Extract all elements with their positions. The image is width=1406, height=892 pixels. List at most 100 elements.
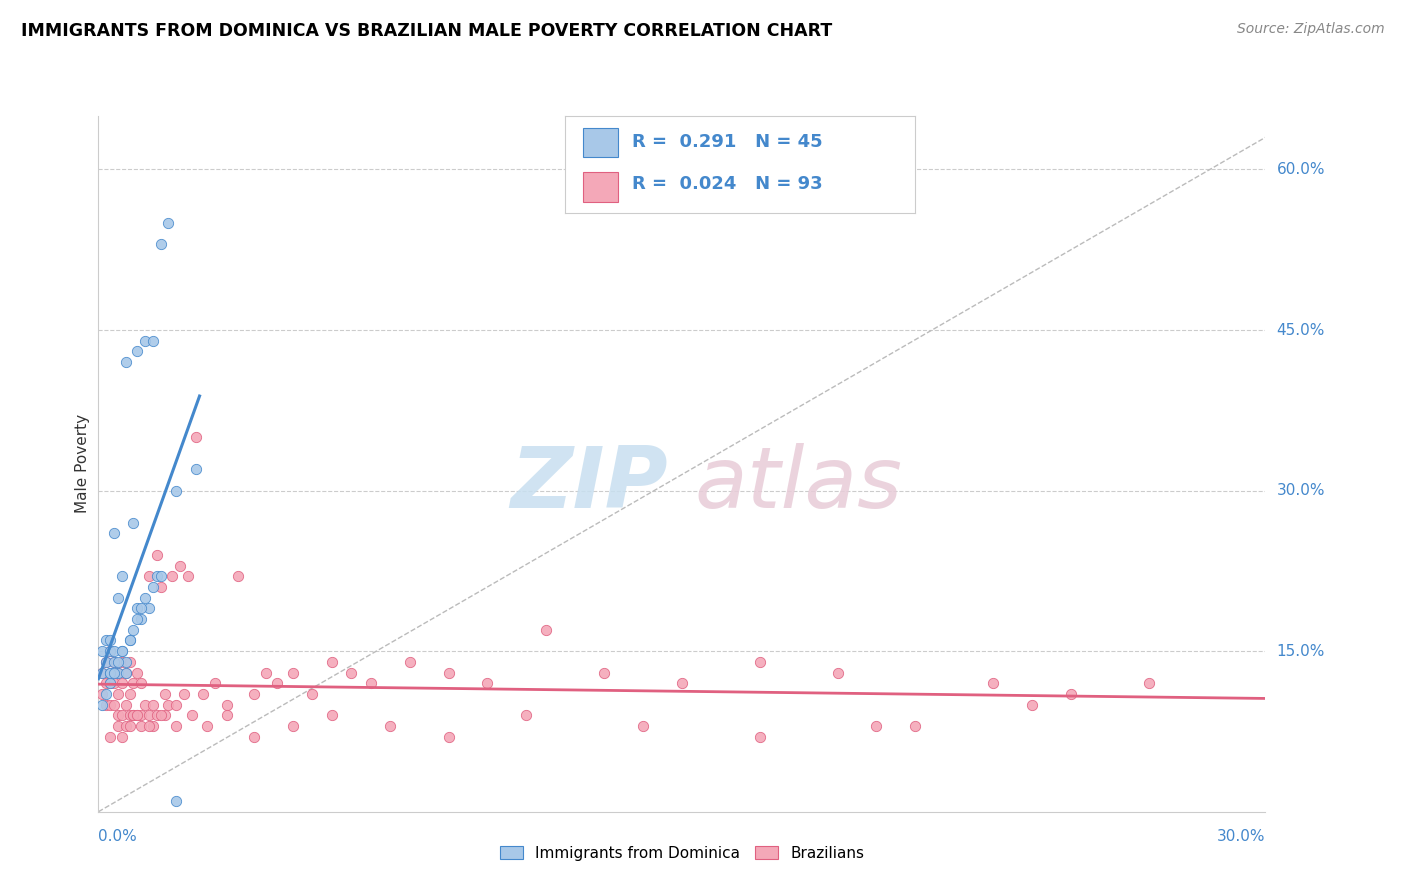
Point [103,655,125,669]
Point [122,708,145,723]
Point [243,687,266,701]
Text: 15.0%: 15.0% [1277,644,1324,658]
Point [138,569,160,583]
Point [149,237,172,252]
Point [114,665,136,680]
Point [146,548,169,562]
Point [593,665,616,680]
Point [111,644,134,658]
Point [173,687,195,701]
Point [321,655,343,669]
Point [98,644,121,658]
Point [215,698,238,712]
Point [134,698,156,712]
Point [281,719,304,733]
Point [437,730,460,744]
Point [165,483,187,498]
Point [127,601,149,615]
Point [103,655,125,669]
Point [103,665,125,680]
Point [1060,687,1083,701]
Point [1137,676,1160,690]
Point [215,708,238,723]
Point [184,462,207,476]
Point [111,644,134,658]
Point [748,655,770,669]
Point [122,708,145,723]
Point [904,719,927,733]
Point [129,601,152,615]
Point [111,655,134,669]
Point [118,655,141,669]
Point [96,633,118,648]
Point [153,708,176,723]
FancyBboxPatch shape [582,128,617,157]
Point [98,665,121,680]
Point [98,676,121,690]
Point [142,580,165,594]
Point [129,719,152,733]
Point [114,655,136,669]
Point [103,698,125,712]
Point [301,687,323,701]
Text: Source: ZipAtlas.com: Source: ZipAtlas.com [1237,22,1385,37]
Point [162,569,184,583]
Point [118,719,141,733]
Point [127,708,149,723]
Point [103,644,125,658]
Point [107,708,129,723]
Point [96,698,118,712]
Point [107,655,129,669]
Point [631,719,654,733]
Point [122,623,145,637]
Point [96,655,118,669]
Point [111,708,134,723]
Point [134,334,156,348]
Point [114,719,136,733]
Point [91,698,114,712]
FancyBboxPatch shape [582,172,617,202]
Point [142,719,165,733]
Point [118,687,141,701]
Point [96,655,118,669]
Point [98,644,121,658]
Point [177,569,200,583]
Text: R =  0.024   N = 93: R = 0.024 N = 93 [631,175,823,194]
Point [321,708,343,723]
Point [865,719,887,733]
Point [169,558,191,573]
Point [204,676,226,690]
Point [98,730,121,744]
Point [157,216,180,230]
Point [98,665,121,680]
Point [827,665,849,680]
Point [129,612,152,626]
Point [142,698,165,712]
Point [122,516,145,530]
Text: 30.0%: 30.0% [1277,483,1324,498]
Point [254,665,277,680]
Point [149,569,172,583]
Text: 0.0%: 0.0% [98,830,138,844]
Point [103,526,125,541]
Point [114,665,136,680]
Point [127,344,149,359]
Point [138,601,160,615]
Text: IMMIGRANTS FROM DOMINICA VS BRAZILIAN MALE POVERTY CORRELATION CHART: IMMIGRANTS FROM DOMINICA VS BRAZILIAN MA… [21,22,832,40]
Point [91,687,114,701]
Point [91,665,114,680]
Point [195,719,218,733]
Point [103,676,125,690]
Text: 45.0%: 45.0% [1277,323,1324,337]
Point [129,708,152,723]
Point [129,676,152,690]
Point [149,708,172,723]
Point [127,612,149,626]
Point [142,334,165,348]
Point [98,698,121,712]
Point [671,676,693,690]
Legend: Immigrants from Dominica, Brazilians: Immigrants from Dominica, Brazilians [494,839,870,867]
Point [127,665,149,680]
Point [96,676,118,690]
Point [193,687,215,701]
